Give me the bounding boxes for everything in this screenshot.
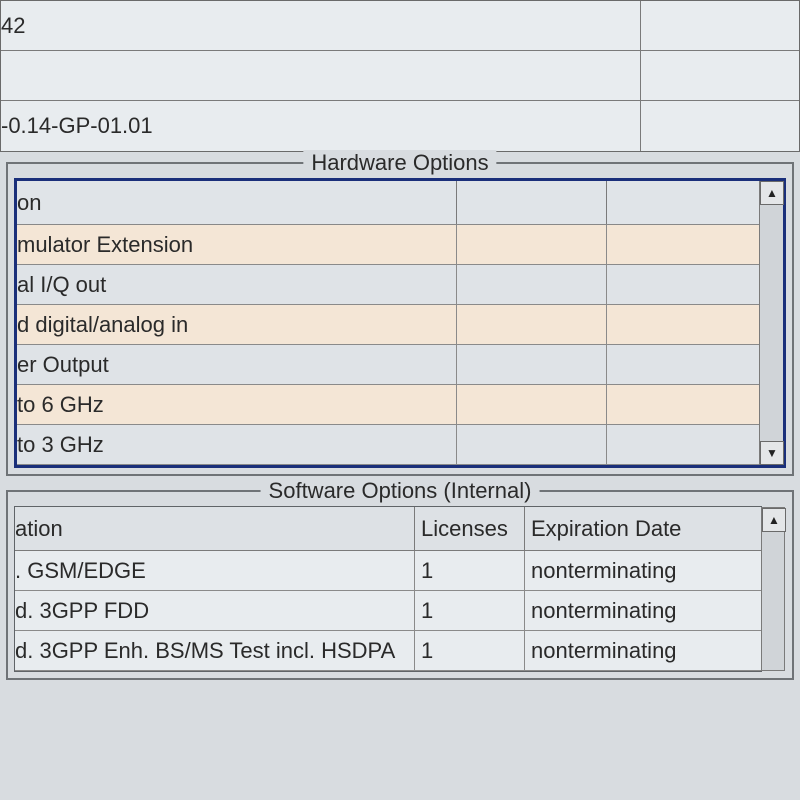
software-options-title: Software Options (Internal) xyxy=(261,478,540,504)
column-header-licenses[interactable]: Licenses xyxy=(415,507,525,550)
cell xyxy=(641,101,799,151)
table-row[interactable]: er Output xyxy=(17,345,759,385)
cell xyxy=(457,425,607,464)
cell-expiration: nonterminating xyxy=(525,591,761,630)
table-row: 42 xyxy=(1,1,799,51)
hardware-options-title: Hardware Options xyxy=(303,150,496,176)
cell-licenses: 1 xyxy=(415,631,525,670)
table-row xyxy=(1,51,799,101)
cell: -0.14-GP-01.01 xyxy=(1,101,641,151)
column-header[interactable]: ation xyxy=(15,507,415,550)
hardware-options-table: on mulator Extension al I/Q out d digita… xyxy=(14,178,786,468)
cell-expiration: nonterminating xyxy=(525,631,761,670)
cell: to 6 GHz xyxy=(17,385,457,424)
cell: al I/Q out xyxy=(17,265,457,304)
cell-licenses: 1 xyxy=(415,591,525,630)
cell xyxy=(641,51,799,100)
cell: . GSM/EDGE xyxy=(15,551,415,590)
cell xyxy=(607,305,759,344)
cell xyxy=(1,51,641,100)
table-row[interactable]: d. 3GPP FDD 1 nonterminating xyxy=(15,591,761,631)
software-options-group: Software Options (Internal) ation Licens… xyxy=(6,490,794,680)
cell xyxy=(457,385,607,424)
table-row[interactable]: to 3 GHz xyxy=(17,425,759,465)
table-row: -0.14-GP-01.01 xyxy=(1,101,799,151)
scroll-up-button[interactable]: ▲ xyxy=(762,508,786,532)
table-row[interactable]: mulator Extension xyxy=(17,225,759,265)
cell: d. 3GPP FDD xyxy=(15,591,415,630)
hardware-options-group: Hardware Options on mulator Extension al… xyxy=(6,162,794,476)
cell xyxy=(457,265,607,304)
column-header[interactable] xyxy=(607,181,783,224)
cell-expiration: nonterminating xyxy=(525,551,761,590)
software-options-table: ation Licenses Expiration Date . GSM/EDG… xyxy=(14,506,762,672)
cell: mulator Extension xyxy=(17,225,457,264)
cell xyxy=(457,225,607,264)
hardware-table-header: on xyxy=(17,181,783,225)
cell: to 3 GHz xyxy=(17,425,457,464)
column-header[interactable]: on xyxy=(17,181,457,224)
software-scrollbar[interactable]: ▲ xyxy=(761,507,785,671)
cell xyxy=(457,305,607,344)
cell xyxy=(607,225,759,264)
table-row[interactable]: to 6 GHz xyxy=(17,385,759,425)
hardware-scrollbar[interactable]: ▲ ▼ xyxy=(759,181,783,465)
cell: er Output xyxy=(17,345,457,384)
cell-licenses: 1 xyxy=(415,551,525,590)
column-header-expiration[interactable]: Expiration Date xyxy=(525,507,761,550)
cell: d. 3GPP Enh. BS/MS Test incl. HSDPA xyxy=(15,631,415,670)
scroll-up-button[interactable]: ▲ xyxy=(760,181,784,205)
cell xyxy=(607,345,759,384)
scroll-down-button[interactable]: ▼ xyxy=(760,441,784,465)
top-partial-table: 42 -0.14-GP-01.01 xyxy=(0,0,800,152)
cell: d digital/analog in xyxy=(17,305,457,344)
table-row[interactable]: al I/Q out xyxy=(17,265,759,305)
column-header[interactable] xyxy=(457,181,607,224)
chevron-up-icon: ▲ xyxy=(766,186,778,200)
cell xyxy=(641,1,799,50)
cell xyxy=(607,265,759,304)
cell xyxy=(607,385,759,424)
cell xyxy=(457,345,607,384)
cell: 42 xyxy=(1,1,641,50)
chevron-down-icon: ▼ xyxy=(766,446,778,460)
table-row[interactable]: . GSM/EDGE 1 nonterminating xyxy=(15,551,761,591)
table-row[interactable]: d digital/analog in xyxy=(17,305,759,345)
cell xyxy=(607,425,759,464)
software-table-header: ation Licenses Expiration Date xyxy=(15,507,761,551)
table-row[interactable]: d. 3GPP Enh. BS/MS Test incl. HSDPA 1 no… xyxy=(15,631,761,671)
chevron-up-icon: ▲ xyxy=(768,513,780,527)
